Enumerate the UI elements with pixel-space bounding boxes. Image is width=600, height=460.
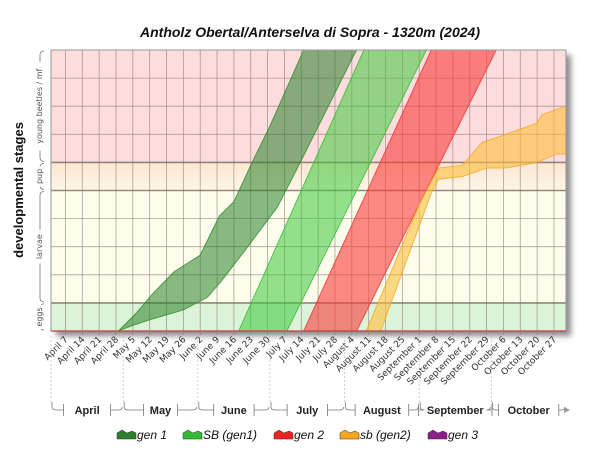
stage-label-gap <box>38 61 42 151</box>
month-bracket <box>51 402 123 416</box>
stage-label-pup: pup <box>35 169 44 184</box>
month-label: September <box>427 405 485 417</box>
legend-item: gen 1 <box>137 428 167 442</box>
stage-label-young: young beetles / mf <box>35 68 44 143</box>
legend-item: gen 2 <box>294 428 324 442</box>
month-bracket <box>345 402 419 416</box>
month-bracket <box>198 402 270 416</box>
legend-swatch-icon <box>273 429 294 440</box>
month-label: May <box>150 405 172 417</box>
y-axis-label: developmental stages <box>11 122 26 258</box>
month-bracket <box>491 402 566 416</box>
month-bracket <box>418 402 493 416</box>
stage-label-gap <box>38 166 42 187</box>
stage-label-eggs: eggs <box>35 307 44 326</box>
stage-label-larvae: larvae <box>35 234 44 259</box>
month-label: July <box>296 405 319 417</box>
chart-title: Antholz Obertal/Anterselva di Sopra - 13… <box>139 24 480 40</box>
month-label: April <box>75 405 100 417</box>
month-label: August <box>363 405 401 417</box>
plot-area <box>50 49 567 332</box>
month-label: June <box>221 405 247 417</box>
stage-label-gap <box>38 229 42 264</box>
legend-swatch-icon <box>427 429 448 440</box>
stage-label-gap <box>38 304 42 330</box>
legend: gen 1 SB (gen1) gen 2 sb (gen2) gen 3 <box>116 428 478 442</box>
month-label: October <box>508 405 551 417</box>
month-axis: April May June July August September October <box>50 336 570 417</box>
legend-swatch-icon <box>182 429 203 440</box>
legend-swatch-icon <box>116 429 137 440</box>
legend-item: sb (gen2) <box>360 428 411 442</box>
month-bracket <box>123 402 198 416</box>
legend-item: gen 3 <box>448 428 478 442</box>
arrow-right-icon <box>564 407 570 413</box>
stage-axis: eggs larvae pup young beetles / mf <box>35 50 45 331</box>
legend-swatch-icon <box>339 429 360 440</box>
legend-item: SB (gen1) <box>203 428 257 442</box>
month-bracket <box>270 402 344 416</box>
